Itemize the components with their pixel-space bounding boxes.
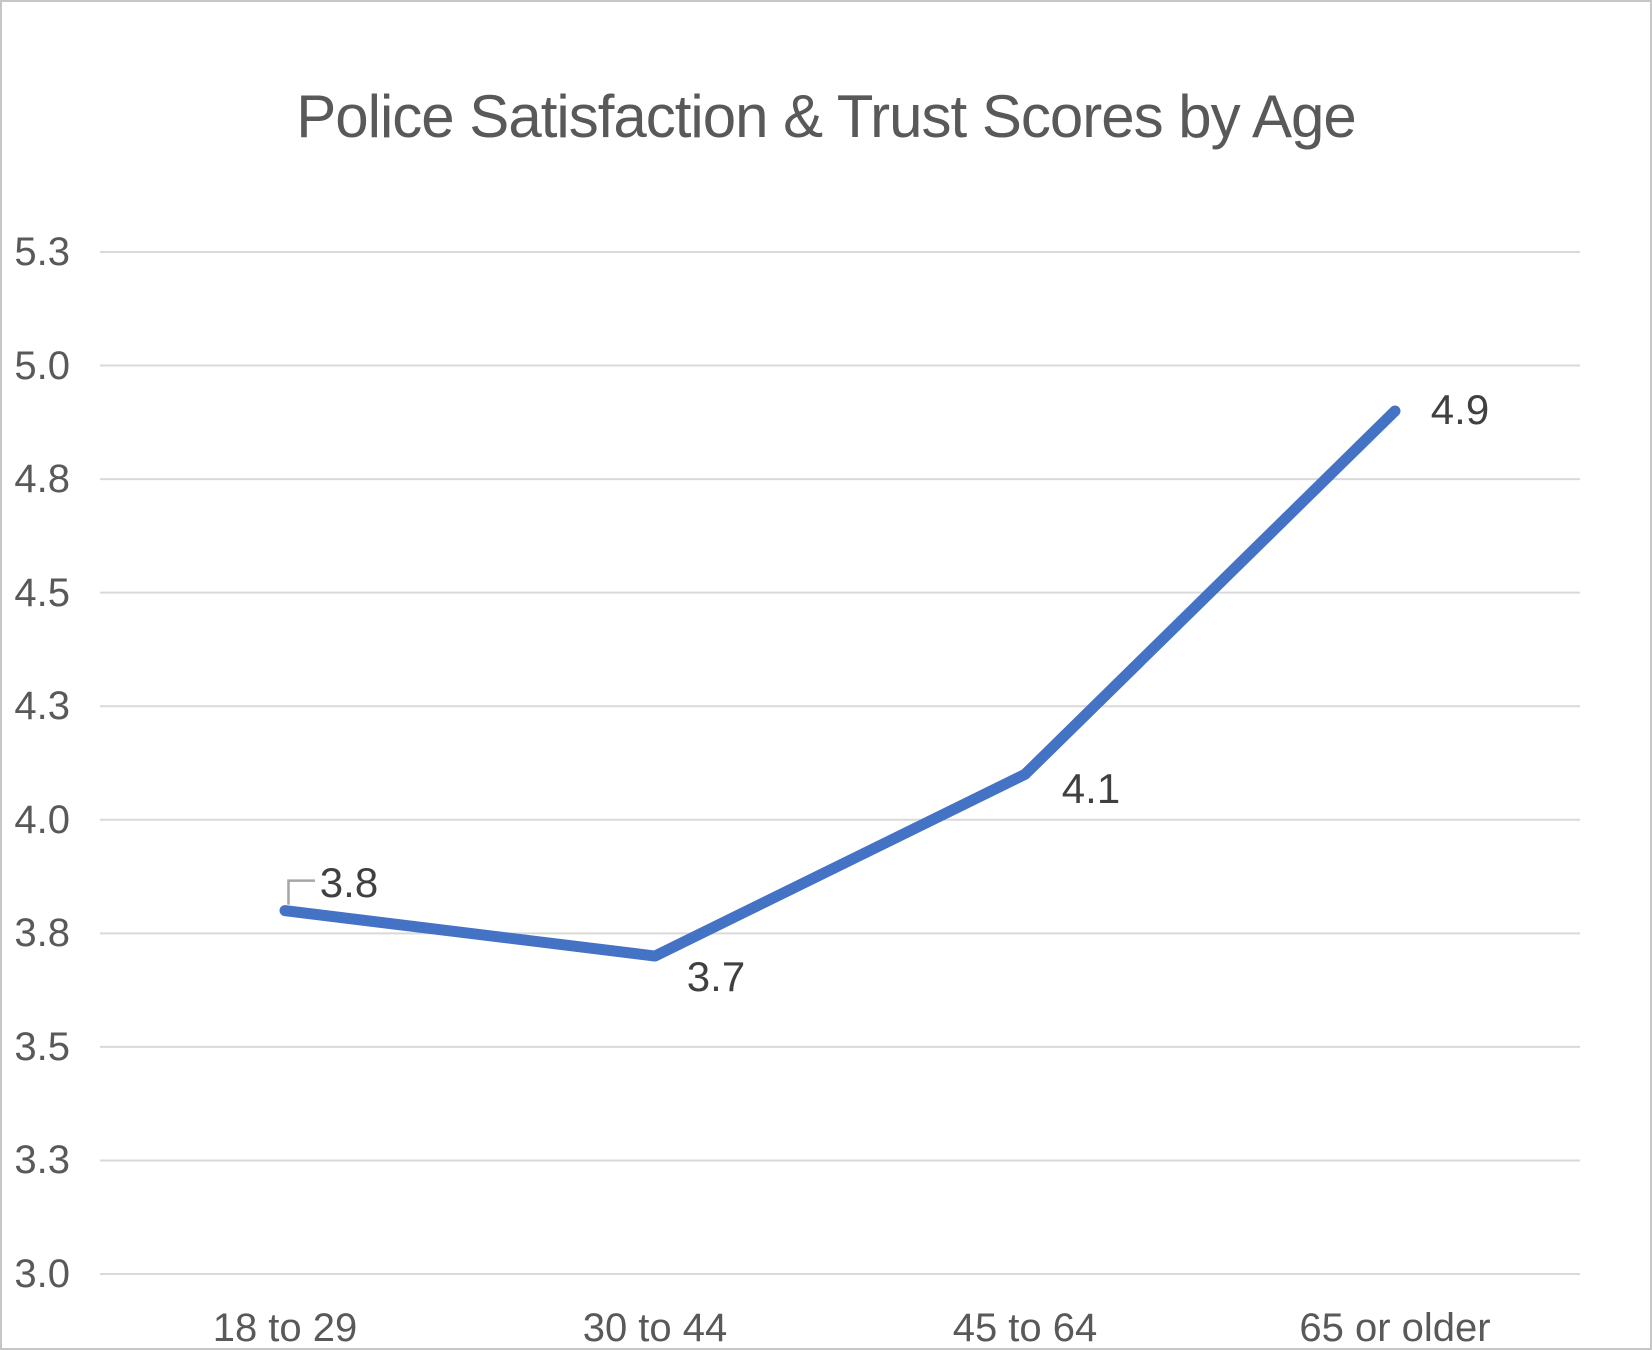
chart-title: Police Satisfaction & Trust Scores by Ag…	[296, 83, 1357, 150]
x-axis-category-label: 65 or older	[1299, 1306, 1491, 1350]
y-axis-tick-label: 4.8	[14, 457, 70, 502]
y-axis-tick-label: 3.8	[14, 911, 70, 956]
y-axis-tick-label: 4.5	[14, 570, 70, 615]
data-label: 3.8	[319, 858, 379, 906]
data-label: 4.1	[1061, 765, 1121, 813]
y-axis-tick-label: 3.3	[14, 1138, 70, 1183]
x-axis-category-label: 30 to 44	[582, 1306, 728, 1350]
y-axis-tick-label: 4.0	[14, 797, 70, 842]
x-axis-category-label: 45 to 64	[952, 1306, 1098, 1350]
y-axis-tick-label: 3.0	[14, 1252, 70, 1296]
data-label: 4.9	[1430, 385, 1490, 433]
y-axis-tick-label: 5.0	[14, 343, 70, 388]
series-line	[279, 405, 1401, 962]
x-axis-category-label: 18 to 29	[212, 1306, 358, 1350]
y-axis-tick-label: 5.3	[14, 230, 70, 274]
y-axis-tick-label: 3.5	[14, 1024, 70, 1069]
data-label-leader-line	[287, 879, 315, 905]
data-label: 3.7	[686, 953, 746, 1001]
y-axis-tick-label: 4.3	[14, 684, 70, 729]
